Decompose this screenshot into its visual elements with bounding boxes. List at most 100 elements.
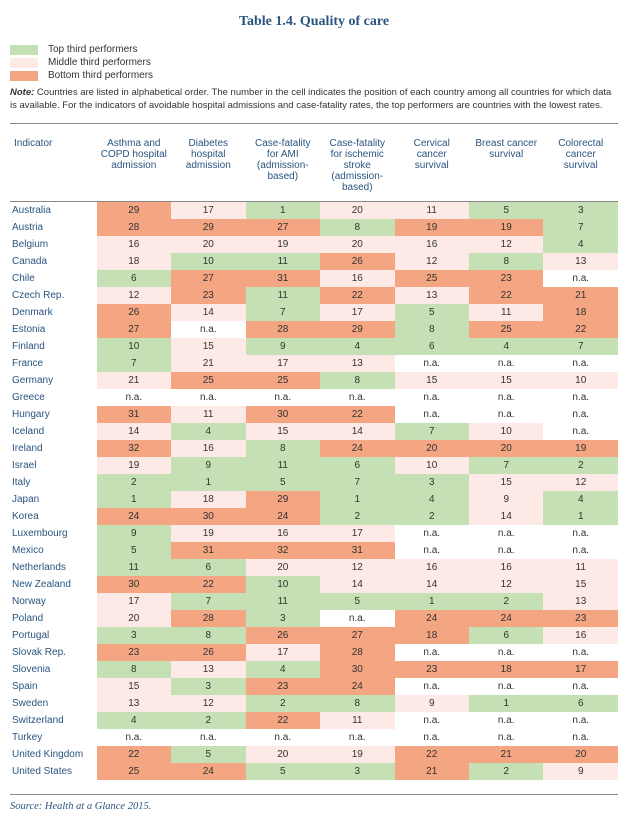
table-row: Greecen.a.n.a.n.a.n.a.n.a.n.a.n.a. (10, 389, 618, 406)
data-cell: n.a. (395, 712, 469, 729)
table-row: Poland20283n.a.242423 (10, 610, 618, 627)
data-cell: 24 (97, 508, 171, 525)
data-cell: n.a. (395, 542, 469, 559)
data-cell: 2 (469, 763, 543, 780)
data-cell: 11 (97, 559, 171, 576)
data-cell: 9 (543, 763, 618, 780)
data-cell: 27 (246, 219, 320, 236)
data-cell: 23 (395, 661, 469, 678)
table-title: Table 1.4. Quality of care (10, 14, 618, 30)
data-cell: 17 (171, 201, 245, 219)
data-cell: 32 (246, 542, 320, 559)
data-cell: 30 (320, 661, 394, 678)
data-cell: 10 (469, 423, 543, 440)
table-row: Mexico5313231n.a.n.a.n.a. (10, 542, 618, 559)
data-cell: n.a. (320, 389, 394, 406)
data-cell: 19 (469, 219, 543, 236)
data-cell: 15 (171, 338, 245, 355)
data-cell: 8 (171, 627, 245, 644)
data-cell: 9 (97, 525, 171, 542)
data-cell: 15 (246, 423, 320, 440)
data-cell: 8 (246, 440, 320, 457)
country-cell: Denmark (10, 304, 97, 321)
country-cell: Switzerland (10, 712, 97, 729)
data-cell: 8 (320, 372, 394, 389)
data-cell: 21 (543, 287, 618, 304)
data-cell: 10 (171, 253, 245, 270)
data-cell: 6 (171, 559, 245, 576)
table-row: Finland101594647 (10, 338, 618, 355)
data-cell: n.a. (543, 355, 618, 372)
data-cell: 20 (246, 746, 320, 763)
data-cell: 8 (320, 695, 394, 712)
data-cell: 11 (246, 287, 320, 304)
data-cell: n.a. (469, 525, 543, 542)
data-cell: 25 (171, 372, 245, 389)
legend-label: Top third performers (48, 44, 137, 55)
data-cell: 17 (97, 593, 171, 610)
data-cell: 11 (246, 593, 320, 610)
table-row: Netherlands1162012161611 (10, 559, 618, 576)
column-header: Cervical cancer survival (395, 134, 469, 202)
data-cell: 22 (320, 406, 394, 423)
column-header: Colorectal cancer survival (543, 134, 618, 202)
table-row: Ireland3216824202019 (10, 440, 618, 457)
data-cell: 27 (320, 627, 394, 644)
data-cell: 27 (97, 321, 171, 338)
legend: Top third performers Middle third perform… (10, 44, 618, 81)
data-cell: 8 (97, 661, 171, 678)
legend-row: Bottom third performers (10, 70, 618, 81)
data-cell: n.a. (543, 406, 618, 423)
data-cell: 8 (395, 321, 469, 338)
legend-label: Middle third performers (48, 57, 151, 68)
data-cell: 8 (469, 253, 543, 270)
country-cell: New Zealand (10, 576, 97, 593)
table-row: United States2524532129 (10, 763, 618, 780)
data-cell: 15 (469, 474, 543, 491)
data-cell: 4 (171, 423, 245, 440)
country-cell: Slovak Rep. (10, 644, 97, 661)
data-cell: 1 (97, 491, 171, 508)
data-cell: 6 (469, 627, 543, 644)
country-cell: Australia (10, 201, 97, 219)
data-cell: 3 (320, 763, 394, 780)
data-cell: 18 (97, 253, 171, 270)
data-cell: 11 (171, 406, 245, 423)
data-cell: 19 (320, 746, 394, 763)
data-cell: 29 (320, 321, 394, 338)
table-row: Australia29171201153 (10, 201, 618, 219)
data-cell: 9 (469, 491, 543, 508)
data-cell: 2 (246, 695, 320, 712)
data-cell: 2 (171, 712, 245, 729)
country-cell: Luxembourg (10, 525, 97, 542)
data-cell: 24 (469, 610, 543, 627)
data-cell: 23 (97, 644, 171, 661)
data-cell: 24 (395, 610, 469, 627)
table-row: Czech Rep.12231122132221 (10, 287, 618, 304)
data-cell: n.a. (543, 729, 618, 746)
data-cell: 2 (543, 457, 618, 474)
data-cell: 2 (320, 508, 394, 525)
data-cell: 2 (469, 593, 543, 610)
data-cell: 7 (320, 474, 394, 491)
data-cell: 6 (395, 338, 469, 355)
data-cell: n.a. (320, 729, 394, 746)
legend-swatch (10, 45, 38, 55)
data-cell: n.a. (171, 389, 245, 406)
note: Note: Countries are listed in alphabetic… (10, 87, 618, 124)
table-row: Denmark261471751118 (10, 304, 618, 321)
table-row: Switzerland422211n.a.n.a.n.a. (10, 712, 618, 729)
data-cell: n.a. (97, 729, 171, 746)
data-cell: 16 (395, 559, 469, 576)
data-cell: 22 (469, 287, 543, 304)
data-cell: 31 (171, 542, 245, 559)
data-cell: 31 (246, 270, 320, 287)
data-cell: 3 (395, 474, 469, 491)
data-cell: 20 (320, 236, 394, 253)
data-cell: n.a. (469, 644, 543, 661)
data-cell: 24 (320, 678, 394, 695)
data-cell: n.a. (469, 389, 543, 406)
country-cell: France (10, 355, 97, 372)
table-row: United Kingdom2252019222120 (10, 746, 618, 763)
data-cell: 19 (395, 219, 469, 236)
